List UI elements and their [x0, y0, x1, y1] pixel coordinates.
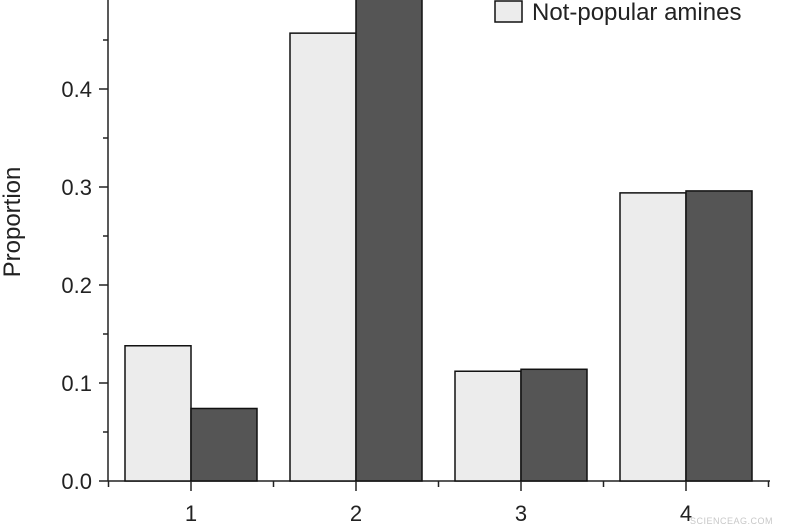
bar-series1-4 — [619, 192, 687, 482]
x-tick-label: 4 — [680, 501, 692, 526]
x-tick-label: 1 — [185, 501, 197, 526]
ticks: 0.0 0.1 0.2 0.3 0.4 1 2 3 4 — [61, 39, 770, 526]
y-axis-label: Proportion — [0, 167, 26, 278]
y-tick-label: 0.0 — [61, 469, 92, 494]
x-tick-label: 3 — [515, 501, 527, 526]
y-tick-label: 0.1 — [61, 371, 92, 396]
bar-series1-2 — [289, 32, 357, 482]
legend-swatch — [494, 0, 523, 23]
y-tick-label: 0.4 — [61, 77, 92, 102]
bar-series1-3 — [454, 370, 522, 482]
y-tick-label: 0.3 — [61, 175, 92, 200]
watermark: SCIENCEAG.COM — [690, 516, 773, 526]
legend: Not-popular amines — [494, 0, 741, 26]
bars — [124, 0, 753, 482]
x-tick-label: 2 — [350, 501, 362, 526]
bar-series1-1 — [124, 345, 192, 482]
y-tick-label: 0.2 — [61, 273, 92, 298]
bar-series2-2 — [355, 0, 423, 482]
bar-series2-3 — [520, 368, 588, 482]
bar-series2-4 — [685, 190, 753, 482]
bar-series2-1 — [190, 407, 258, 482]
legend-label: Not-popular amines — [532, 0, 741, 26]
